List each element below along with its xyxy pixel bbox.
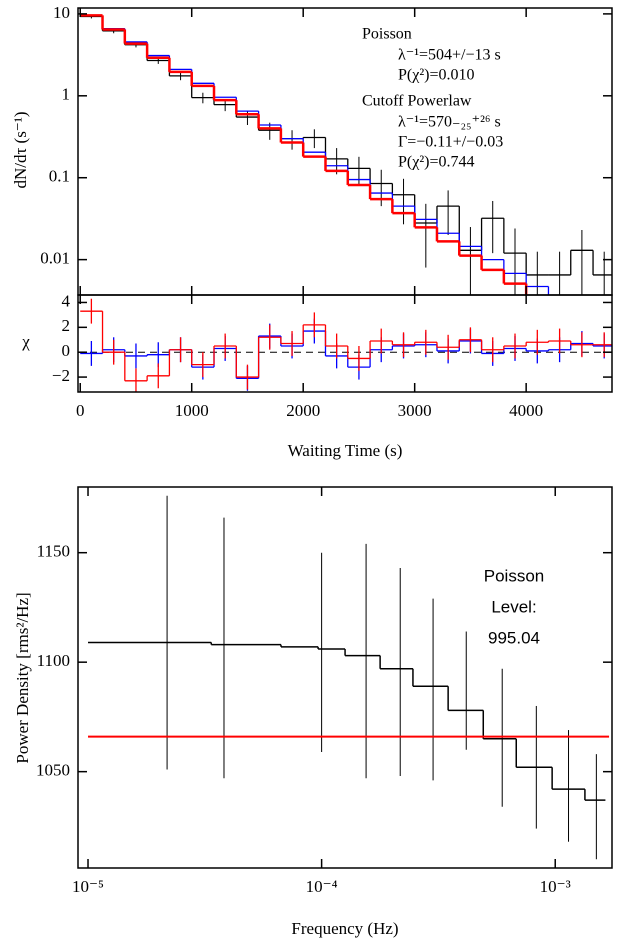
y-tick-label: 0	[62, 341, 71, 360]
x-tick-label: 3000	[398, 401, 432, 420]
x-tick-label: 4000	[509, 401, 543, 420]
y-tick-label: 2	[62, 316, 71, 335]
y-tick-label: 0.1	[49, 167, 70, 186]
plot-frame	[77, 294, 613, 393]
x-tick-label: 10⁻³	[540, 877, 571, 896]
y-tick-label: 10	[53, 3, 70, 22]
y-tick-label: 1	[62, 85, 71, 104]
y-tick-label: 0.01	[40, 249, 70, 268]
y-tick-label: −2	[52, 366, 70, 385]
annotation: Level:	[491, 597, 536, 616]
annotation: λ⁻¹=504+/−13 s	[398, 47, 501, 64]
x-axis-label: Frequency (Hz)	[291, 919, 398, 938]
x-axis-label: Waiting Time (s)	[288, 441, 403, 460]
x-tick-label: 2000	[286, 401, 320, 420]
annotation: Poisson	[484, 566, 544, 585]
x-tick-label: 0	[76, 401, 85, 420]
y-axis-label: dN/dτ (s⁻¹)	[11, 111, 30, 188]
plot-frame	[77, 486, 613, 869]
y-tick-label: 1150	[37, 542, 70, 561]
x-tick-label: 10⁻⁴	[306, 877, 338, 896]
plot-area	[88, 495, 610, 860]
legend-label: Poisson	[362, 26, 412, 43]
annotation: P(χ²)=0.010	[398, 67, 474, 84]
legend-label: Cutoff Powerlaw	[362, 93, 472, 110]
y-axis-label: χ	[21, 332, 30, 351]
annotation: Γ=−0.11+/−0.03	[398, 134, 503, 151]
y-axis-label: Power Density [rms²/Hz]	[13, 592, 32, 763]
annotation: λ⁻¹=570₋₂₅⁺²⁶ s	[398, 114, 501, 131]
annotation: 995.04	[488, 628, 540, 647]
y-tick-label: 1050	[36, 761, 70, 780]
y-tick-label: 1100	[37, 651, 70, 670]
x-tick-label: 10⁻⁵	[72, 877, 104, 896]
plot-frame	[77, 7, 613, 296]
y-tick-label: 4	[62, 291, 71, 310]
x-tick-label: 1000	[175, 401, 209, 420]
plot-area	[78, 298, 612, 392]
annotation: P(χ²)=0.744	[398, 154, 474, 171]
plot-area	[80, 14, 612, 295]
